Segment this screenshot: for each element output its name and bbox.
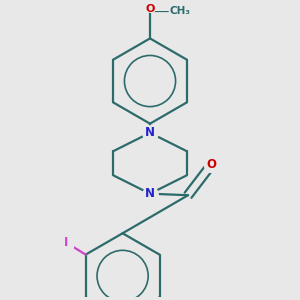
Text: O: O bbox=[205, 157, 217, 172]
Text: N: N bbox=[145, 187, 155, 200]
Text: O: O bbox=[206, 158, 216, 171]
Text: N: N bbox=[144, 125, 156, 140]
Text: O: O bbox=[145, 4, 155, 14]
Text: I: I bbox=[63, 235, 69, 250]
Text: I: I bbox=[64, 236, 68, 249]
Text: N: N bbox=[145, 126, 155, 139]
Text: O: O bbox=[144, 2, 156, 16]
Text: N: N bbox=[144, 186, 156, 201]
Text: CH₃: CH₃ bbox=[167, 4, 194, 17]
Text: CH₃: CH₃ bbox=[170, 6, 191, 16]
